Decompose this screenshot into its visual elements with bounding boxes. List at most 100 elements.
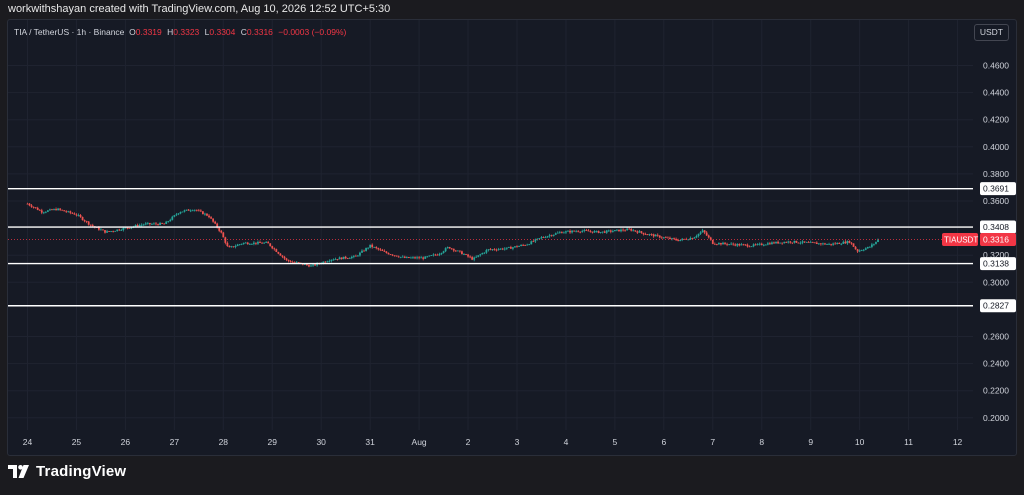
candle-body bbox=[218, 227, 221, 231]
candle-body bbox=[363, 250, 365, 252]
x-tick-label: 26 bbox=[121, 437, 131, 447]
y-tick-label: 0.2000 bbox=[983, 413, 1009, 423]
candle-body bbox=[536, 238, 539, 240]
candle-body bbox=[664, 237, 667, 239]
candle-body bbox=[548, 235, 551, 237]
candle-body bbox=[673, 238, 675, 240]
candle-body bbox=[809, 241, 812, 243]
candle-body bbox=[591, 231, 594, 233]
candle-body bbox=[652, 234, 655, 237]
candle-body bbox=[850, 242, 853, 244]
candlestick-chart[interactable]: 0.4600 0.4400 0.4200 0.4000 0.3800 0.3600 0.32… bbox=[8, 20, 1017, 456]
candle-body bbox=[766, 243, 769, 245]
candle-body bbox=[713, 243, 716, 245]
candle-body bbox=[503, 248, 506, 250]
candle-body bbox=[689, 238, 692, 240]
candle-body bbox=[422, 257, 425, 259]
footer-brand[interactable]: TradingView bbox=[8, 463, 126, 480]
candle-body bbox=[873, 243, 875, 245]
x-tick-label: 25 bbox=[72, 437, 82, 447]
candle-body bbox=[756, 244, 759, 245]
candle-body bbox=[418, 257, 420, 259]
candle-body bbox=[681, 238, 684, 241]
candle-body bbox=[134, 225, 137, 227]
candle-body bbox=[726, 243, 728, 245]
candle-body bbox=[67, 211, 70, 213]
x-tick-label: 28 bbox=[219, 437, 229, 447]
y-tick-label: 0.3800 bbox=[983, 169, 1009, 179]
candle-body bbox=[575, 231, 578, 233]
candles bbox=[26, 202, 879, 268]
candle-body bbox=[530, 241, 533, 245]
candle-body bbox=[102, 229, 104, 231]
candle-body bbox=[367, 247, 370, 249]
candle-body bbox=[724, 242, 726, 244]
candle-body bbox=[385, 251, 388, 254]
candle-body bbox=[42, 212, 45, 214]
candle-body bbox=[350, 256, 353, 259]
candle-body bbox=[53, 209, 55, 210]
level-price-tag bbox=[980, 220, 1016, 234]
candle-body bbox=[195, 209, 198, 211]
candle-body bbox=[730, 243, 733, 245]
candle-body bbox=[567, 230, 569, 232]
candle-body bbox=[542, 237, 545, 238]
candle-body bbox=[393, 255, 396, 257]
candle-body bbox=[432, 254, 435, 256]
candle-body bbox=[507, 247, 510, 248]
chart-panel[interactable]: 0.4600 0.4400 0.4200 0.4000 0.3800 0.3600 0.32… bbox=[7, 19, 1017, 456]
x-tick-label: 11 bbox=[904, 437, 913, 447]
candle-body bbox=[257, 241, 259, 244]
candle-body bbox=[705, 232, 708, 236]
candle-body bbox=[65, 211, 68, 213]
candle-body bbox=[487, 249, 490, 251]
candle-body bbox=[754, 244, 757, 246]
candle-body bbox=[473, 257, 476, 260]
candle-body bbox=[114, 231, 117, 232]
candle-body bbox=[707, 235, 710, 238]
candle-body bbox=[352, 255, 355, 257]
candle-body bbox=[848, 241, 851, 243]
candle-body bbox=[660, 237, 663, 239]
candle-body bbox=[285, 258, 288, 260]
candle-body bbox=[587, 230, 590, 232]
candle-body bbox=[291, 261, 294, 263]
x-tick-label: 30 bbox=[316, 437, 326, 447]
candle-body bbox=[777, 241, 779, 244]
candle-body bbox=[558, 232, 561, 234]
candle-body bbox=[475, 256, 478, 258]
candle-body bbox=[552, 234, 555, 236]
candle-body bbox=[430, 255, 433, 257]
candle-body bbox=[628, 228, 631, 230]
candle-body bbox=[248, 244, 251, 245]
x-tick-label: 7 bbox=[710, 437, 715, 447]
candle-body bbox=[452, 248, 455, 251]
candle-body bbox=[189, 210, 192, 212]
candle-body bbox=[106, 231, 108, 233]
last-price-label: 0.3316 bbox=[983, 234, 1009, 244]
candle-body bbox=[764, 244, 767, 246]
candle-body bbox=[624, 230, 626, 232]
open-value: 0.3319 bbox=[135, 27, 162, 37]
candle-body bbox=[38, 209, 41, 211]
candle-body bbox=[236, 244, 239, 247]
candle-body bbox=[259, 241, 261, 243]
candle-body bbox=[571, 230, 573, 233]
candle-body bbox=[330, 259, 333, 261]
candle-body bbox=[342, 256, 345, 260]
candle-body bbox=[401, 256, 404, 258]
candle-body bbox=[450, 248, 453, 250]
symbol-tag-label: TIAUSDT bbox=[944, 235, 978, 244]
candle-body bbox=[275, 249, 278, 252]
candle-body bbox=[410, 257, 412, 259]
candle-body bbox=[471, 257, 474, 260]
currency-button[interactable]: USDT bbox=[973, 24, 1009, 41]
candle-body bbox=[232, 246, 235, 248]
candle-body bbox=[340, 257, 343, 260]
candle-body bbox=[391, 254, 394, 256]
candle-body bbox=[481, 253, 484, 255]
candle-body bbox=[405, 257, 408, 258]
candle-body bbox=[444, 248, 447, 252]
candle-body bbox=[718, 243, 720, 245]
candle-body bbox=[815, 242, 818, 245]
